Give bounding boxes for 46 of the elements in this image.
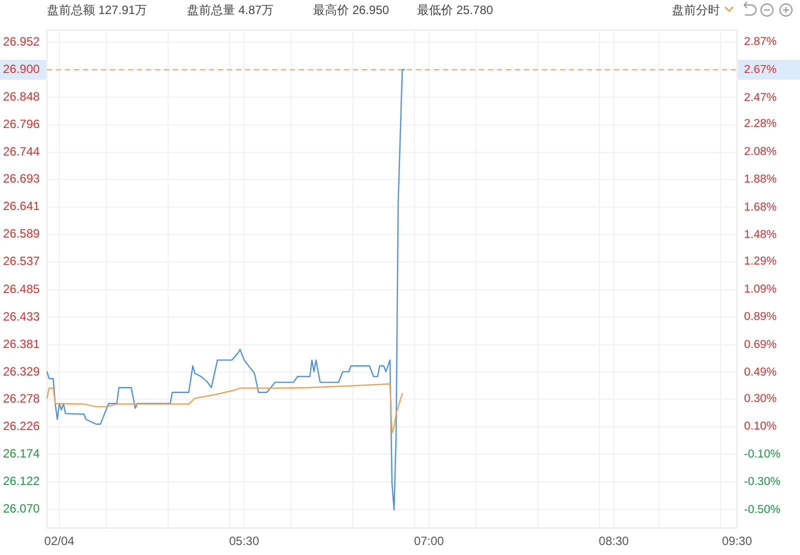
y-tick-label: 26.278 [3, 391, 40, 406]
y2-tick-label: 0.10% [744, 420, 777, 433]
y2-tick-label: 2.47% [744, 92, 777, 104]
y-tick-label: 26.537 [3, 254, 40, 268]
x-tick-label: 07:00 [414, 534, 444, 548]
y2-tick-label: 0.69% [744, 338, 777, 351]
y2-tick-label: -0.10% [744, 448, 780, 460]
y-tick-label: 26.485 [3, 282, 40, 296]
y-tick-label: 26.744 [3, 144, 40, 159]
y-tick-label: 26.122 [3, 474, 40, 488]
y-tick-label: 26.226 [3, 418, 40, 433]
y2-tick-label: 2.87% [744, 36, 777, 48]
y2-tick-label: -0.30% [744, 476, 780, 488]
y-tick-label: 26.848 [3, 89, 40, 104]
text: 最低价 25.780 [417, 3, 494, 17]
y-tick-label: 26.900 [3, 62, 40, 76]
text: 盘前分时 [672, 3, 720, 17]
y2-tick-label: 1.88% [744, 174, 777, 186]
y2-tick-label: 1.29% [744, 256, 777, 268]
text: 最高价 26.950 [313, 3, 390, 17]
y2-tick-label: 0.49% [744, 366, 777, 379]
x-tick-label: 08:30 [598, 534, 630, 548]
y-tick-label: 26.329 [3, 364, 40, 378]
x-tick-label: 09:30 [722, 534, 752, 548]
text: 盘前总额 127.91万 [47, 3, 148, 17]
y2-tick-label: 2.28% [744, 118, 777, 130]
y2-tick-label: 1.68% [744, 201, 777, 214]
y-tick-label: 26.952 [3, 34, 40, 48]
y-tick-label: 26.589 [3, 226, 40, 241]
y-tick-label: 26.070 [3, 502, 40, 516]
y2-tick-label: 1.48% [744, 229, 777, 242]
y2-tick-label: 0.30% [744, 392, 777, 405]
y-tick-label: 26.174 [3, 446, 40, 461]
text: 盘前总量 4.87万 [187, 3, 274, 17]
y2-tick-label: 2.67% [744, 64, 777, 76]
y2-tick-label: 1.09% [744, 283, 777, 296]
y-tick-label: 26.433 [3, 309, 40, 324]
y2-tick-label: -0.50% [744, 504, 780, 516]
y2-tick-label: 0.89% [744, 311, 777, 324]
y-tick-label: 26.796 [3, 117, 40, 132]
x-tick-label: 02/04 [44, 534, 75, 548]
y-tick-label: 26.641 [3, 199, 40, 214]
y2-tick-label: 2.08% [744, 146, 777, 158]
y-tick-label: 26.693 [3, 172, 40, 186]
x-tick-label: 05:30 [229, 534, 260, 548]
y-tick-label: 26.381 [3, 336, 40, 351]
